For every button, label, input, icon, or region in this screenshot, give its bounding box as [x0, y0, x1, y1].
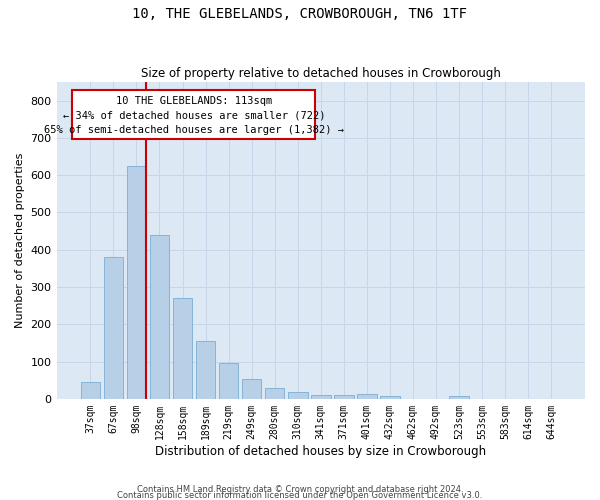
Bar — [80, 382, 100, 399]
Bar — [242, 380, 262, 399]
Bar — [357, 394, 377, 399]
Bar — [311, 394, 331, 399]
Text: 65% of semi-detached houses are larger (1,382) →: 65% of semi-detached houses are larger (… — [44, 125, 344, 135]
Text: ← 34% of detached houses are smaller (722): ← 34% of detached houses are smaller (72… — [62, 110, 325, 120]
Title: Size of property relative to detached houses in Crowborough: Size of property relative to detached ho… — [141, 66, 501, 80]
Bar — [173, 298, 193, 399]
Bar — [449, 396, 469, 399]
X-axis label: Distribution of detached houses by size in Crowborough: Distribution of detached houses by size … — [155, 444, 487, 458]
Bar — [334, 394, 353, 399]
Text: Contains public sector information licensed under the Open Government Licence v3: Contains public sector information licen… — [118, 490, 482, 500]
Bar — [219, 362, 238, 399]
Bar — [265, 388, 284, 399]
Bar — [288, 392, 308, 399]
Y-axis label: Number of detached properties: Number of detached properties — [15, 153, 25, 328]
Text: Contains HM Land Registry data © Crown copyright and database right 2024.: Contains HM Land Registry data © Crown c… — [137, 484, 463, 494]
Bar — [196, 341, 215, 399]
Text: 10 THE GLEBELANDS: 113sqm: 10 THE GLEBELANDS: 113sqm — [116, 96, 272, 106]
Bar — [149, 235, 169, 399]
Bar — [127, 166, 146, 399]
FancyBboxPatch shape — [73, 90, 316, 139]
Bar — [104, 257, 123, 399]
Bar — [380, 396, 400, 399]
Text: 10, THE GLEBELANDS, CROWBOROUGH, TN6 1TF: 10, THE GLEBELANDS, CROWBOROUGH, TN6 1TF — [133, 8, 467, 22]
